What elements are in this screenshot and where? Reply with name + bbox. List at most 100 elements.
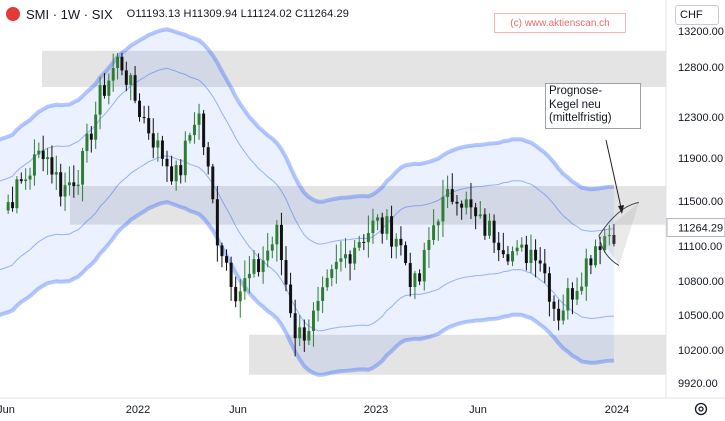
candle-body xyxy=(399,238,403,246)
candle-body xyxy=(441,196,445,222)
candle-body xyxy=(220,245,224,257)
x-tick-label: Jun xyxy=(469,404,487,416)
candle-body xyxy=(206,147,210,167)
candle-body xyxy=(316,300,320,311)
candle-body xyxy=(455,201,459,204)
y-tick-label: 9920.00 xyxy=(678,378,718,390)
candle-body xyxy=(133,75,137,101)
candle-body xyxy=(353,247,357,264)
forecast-cone-fill xyxy=(599,202,639,266)
candle-body xyxy=(215,199,219,246)
annotation-arrow xyxy=(605,139,623,213)
price-zone xyxy=(249,334,666,375)
candle-body xyxy=(529,249,533,264)
candle-body xyxy=(594,246,597,266)
candle-body xyxy=(334,261,338,270)
candle-body xyxy=(330,269,334,278)
candle-body xyxy=(50,157,54,175)
candle-body xyxy=(552,301,556,309)
x-tick-label: Jun xyxy=(0,404,15,416)
y-tick-label: 10500.00 xyxy=(678,310,724,322)
candle-body xyxy=(557,308,561,321)
candle-body xyxy=(344,254,347,259)
candle-body xyxy=(142,117,146,119)
x-tick-label: 2024 xyxy=(605,404,629,416)
candle-body xyxy=(170,166,174,182)
candle-body xyxy=(422,249,426,282)
candle-body xyxy=(538,260,542,264)
candle-body xyxy=(225,256,229,263)
watermark: (c) www.aktienscan.ch xyxy=(494,13,626,33)
y-tick-label: 10800.00 xyxy=(678,276,724,288)
candle-body xyxy=(474,207,478,217)
symbol-label[interactable]: SMI · 1W · SIX xyxy=(26,6,113,22)
candle-body xyxy=(120,56,124,71)
candle-body xyxy=(432,225,436,240)
candle-body xyxy=(229,262,233,287)
candle-body xyxy=(348,254,352,264)
candle-body xyxy=(81,151,85,185)
candle-body xyxy=(376,217,380,221)
candle-body xyxy=(515,247,519,252)
candle-body xyxy=(293,313,297,339)
candle-body xyxy=(59,172,63,197)
candle-body xyxy=(257,259,261,272)
candle-body xyxy=(380,217,384,234)
candle-body xyxy=(436,221,440,226)
candle-body xyxy=(607,234,611,237)
candle-body xyxy=(32,154,36,176)
candle-body xyxy=(511,251,515,262)
candle-body xyxy=(202,113,206,148)
candle-body xyxy=(179,165,183,176)
forecast-annotation: Prognose- Kegel neu (mittelfristig) xyxy=(545,83,641,129)
candle-body xyxy=(19,179,23,182)
chart-legend: SMI · 1W · SIX O11193.13 H11309.94 L1112… xyxy=(0,0,560,28)
x-tick-label: 2022 xyxy=(126,404,150,416)
candle-body xyxy=(238,291,242,302)
candle-body xyxy=(6,202,10,211)
candle-body xyxy=(54,172,58,175)
candle-body xyxy=(243,278,247,292)
candle-body xyxy=(371,220,375,234)
y-tick-label: 11100.00 xyxy=(678,241,722,253)
candle-body xyxy=(192,124,196,136)
candle-body xyxy=(102,85,106,96)
candle-body xyxy=(427,239,431,250)
candle-body xyxy=(492,220,496,243)
y-tick-label: 10200.00 xyxy=(678,345,724,357)
candle-body xyxy=(501,250,505,255)
candle-body xyxy=(46,157,50,160)
candle-body xyxy=(284,260,288,285)
y-tick-label: 12800.00 xyxy=(678,62,724,74)
candle-body xyxy=(261,260,265,272)
candle-body xyxy=(76,184,80,187)
candle-body xyxy=(566,288,570,311)
candle-body xyxy=(561,310,565,321)
upper-outer-band xyxy=(0,27,614,204)
candle-body xyxy=(580,286,584,291)
candle-body xyxy=(188,135,192,141)
forecast-cone-lower xyxy=(598,235,620,266)
currency-selector[interactable]: CHF xyxy=(675,5,719,25)
candle-body xyxy=(497,242,501,251)
candle-body xyxy=(156,140,160,148)
candle-body xyxy=(165,158,169,167)
candle-body xyxy=(63,185,67,197)
price-zone xyxy=(42,50,666,87)
candle-body xyxy=(94,114,98,140)
candle-body xyxy=(211,166,215,200)
candle-body xyxy=(321,287,325,301)
settings-gear-icon[interactable] xyxy=(693,401,709,417)
y-tick-label: 13200.00 xyxy=(678,26,724,38)
candle-body xyxy=(575,290,579,300)
candle-body xyxy=(469,199,473,208)
candle-body xyxy=(357,241,361,248)
candle-body xyxy=(111,67,115,81)
candle-body xyxy=(289,284,293,314)
candle-body xyxy=(28,175,32,180)
candle-body xyxy=(524,244,528,264)
candle-body xyxy=(547,273,551,302)
candle-body xyxy=(270,244,274,251)
candle-body xyxy=(85,133,89,152)
